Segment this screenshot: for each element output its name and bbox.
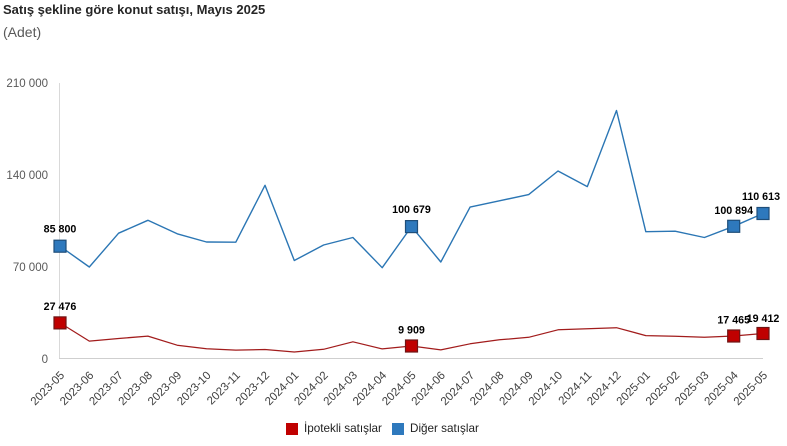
svg-text:9 909: 9 909	[398, 325, 425, 337]
svg-text:110 613: 110 613	[742, 191, 780, 203]
svg-text:0: 0	[42, 354, 48, 366]
svg-text:100 679: 100 679	[392, 204, 431, 216]
svg-text:19 412: 19 412	[747, 313, 780, 325]
svg-text:210 000: 210 000	[6, 78, 48, 90]
svg-text:70 000: 70 000	[13, 262, 48, 274]
svg-text:140 000: 140 000	[6, 170, 48, 182]
svg-text:27 476: 27 476	[44, 301, 77, 313]
svg-text:17 465: 17 465	[717, 315, 750, 327]
svg-text:100 894: 100 894	[714, 205, 753, 217]
svg-text:85 800: 85 800	[44, 224, 77, 236]
